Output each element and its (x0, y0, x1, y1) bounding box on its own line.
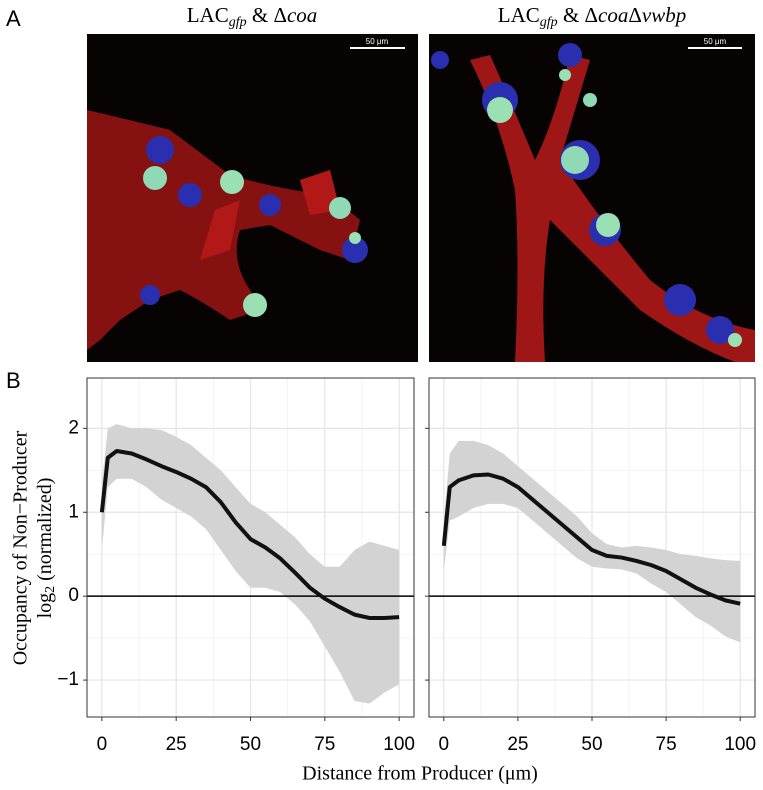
title-part: LAC (498, 3, 540, 27)
x-tick-label: 75 (656, 734, 677, 755)
y-tick-label: 2 (68, 417, 79, 438)
x-tick-label: 100 (724, 734, 756, 755)
x-tick-label: 25 (507, 734, 528, 755)
confidence-band (443, 440, 741, 643)
x-tick-label: 50 (581, 734, 602, 755)
scale-bar-label: 50 μm (704, 37, 727, 46)
panel-label: A (6, 6, 21, 31)
x-tick-label: 25 (166, 734, 187, 755)
smooth-line (99, 449, 400, 620)
image-title: LACgfp & ΔcoaΔvwbp (498, 3, 686, 30)
smooth-line (441, 472, 741, 606)
y-tick-label: −1 (57, 669, 79, 690)
title-part: coa (598, 3, 628, 27)
y-label-part: log (34, 593, 56, 619)
y-label-part: 2 (43, 586, 58, 593)
x-tick-label: 0 (97, 734, 108, 755)
y-axis-label: Occupancy of Non−Producer (10, 430, 32, 665)
title-part: vwbp (642, 3, 686, 27)
y-tick-label: 0 (68, 585, 79, 606)
micrograph: 50 μm (87, 34, 418, 362)
title-part: gfp (540, 15, 558, 30)
x-axis-label: Distance from Producer (μm) (302, 763, 538, 785)
micrograph: 50 μm (429, 34, 755, 362)
y-axis-label: log2 (normalized) (34, 478, 59, 619)
title-part: LAC (187, 3, 229, 27)
confidence-band (101, 424, 400, 704)
plot-border (86, 377, 415, 718)
title-part: Δ (628, 3, 642, 27)
x-tick-label: 100 (383, 734, 415, 755)
x-tick-label: 0 (439, 734, 450, 755)
title-part: & Δ (247, 3, 287, 27)
title-part: coa (287, 3, 317, 27)
title-part: gfp (229, 15, 247, 30)
plot-border (428, 377, 756, 718)
y-label-part: (normalized) (34, 478, 56, 586)
title-part: & Δ (558, 3, 598, 27)
panel-label: B (6, 368, 21, 393)
scale-bar-label: 50 μm (366, 37, 389, 46)
x-tick-label: 50 (240, 734, 261, 755)
x-tick-label: 75 (314, 734, 335, 755)
y-tick-label: 1 (68, 501, 79, 522)
image-title: LACgfp & Δcoa (187, 3, 318, 30)
